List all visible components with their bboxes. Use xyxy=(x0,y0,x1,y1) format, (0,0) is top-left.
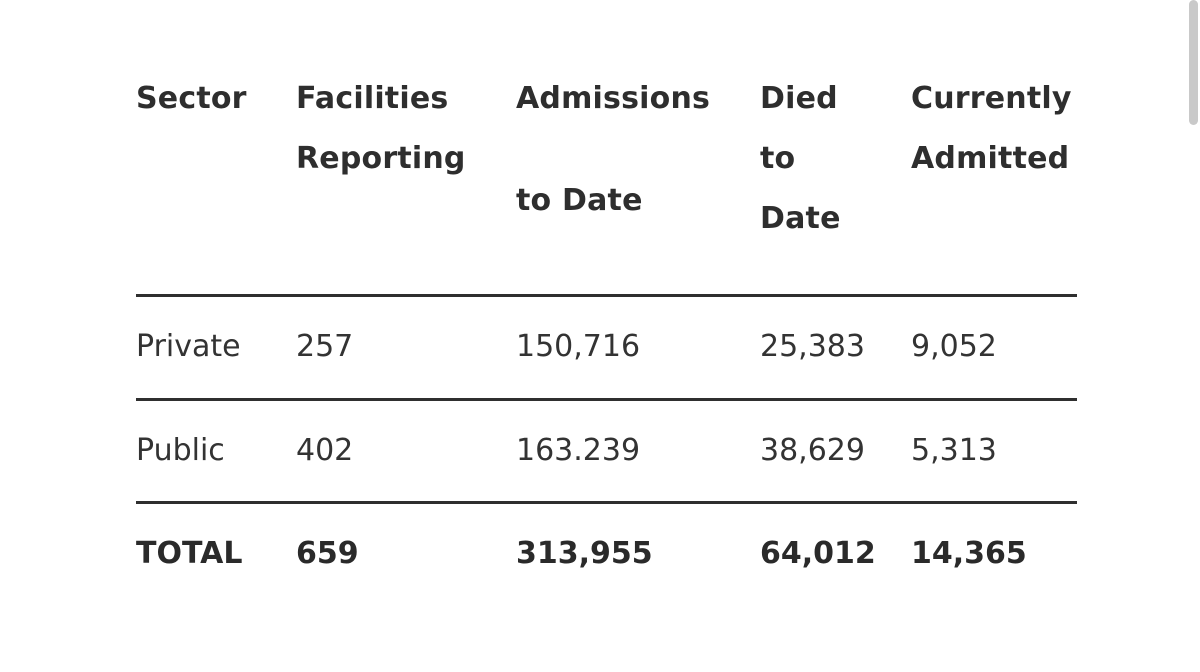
cell-sector: Public xyxy=(136,433,225,468)
total-admissions: 313,955 xyxy=(516,536,653,571)
header-currently-line1: Currently xyxy=(911,81,1072,116)
cell-currently-admitted: 5,313 xyxy=(911,433,997,468)
header-died-line2: to xyxy=(760,141,796,176)
vertical-scrollbar[interactable] xyxy=(1189,0,1198,125)
cell-currently-admitted: 9,052 xyxy=(911,329,997,364)
total-facilities: 659 xyxy=(296,536,359,571)
header-died-line1: Died xyxy=(760,81,838,116)
cell-sector: Private xyxy=(136,329,241,364)
header-facilities-line2: Reporting xyxy=(296,141,466,176)
total-died: 64,012 xyxy=(760,536,876,571)
header-admissions-line2: to Date xyxy=(516,183,643,218)
header-admissions-line1: Admissions xyxy=(516,81,711,116)
cell-died: 38,629 xyxy=(760,433,865,468)
total-label: TOTAL xyxy=(136,536,243,571)
total-currently-admitted: 14,365 xyxy=(911,536,1027,571)
cell-admissions: 150,716 xyxy=(516,329,641,364)
data-table: Sector Facilities Reporting Admissions t… xyxy=(136,0,1077,672)
row-divider xyxy=(136,501,1077,504)
cell-facilities: 402 xyxy=(296,433,354,468)
header-died-line3: Date xyxy=(760,201,841,236)
header-currently-line2: Admitted xyxy=(911,141,1070,176)
cell-facilities: 257 xyxy=(296,329,354,364)
cell-died: 25,383 xyxy=(760,329,865,364)
row-divider xyxy=(136,398,1077,401)
cell-admissions: 163.239 xyxy=(516,433,641,468)
header-facilities-line1: Facilities xyxy=(296,81,449,116)
header-divider xyxy=(136,294,1077,297)
header-sector: Sector xyxy=(136,81,247,116)
